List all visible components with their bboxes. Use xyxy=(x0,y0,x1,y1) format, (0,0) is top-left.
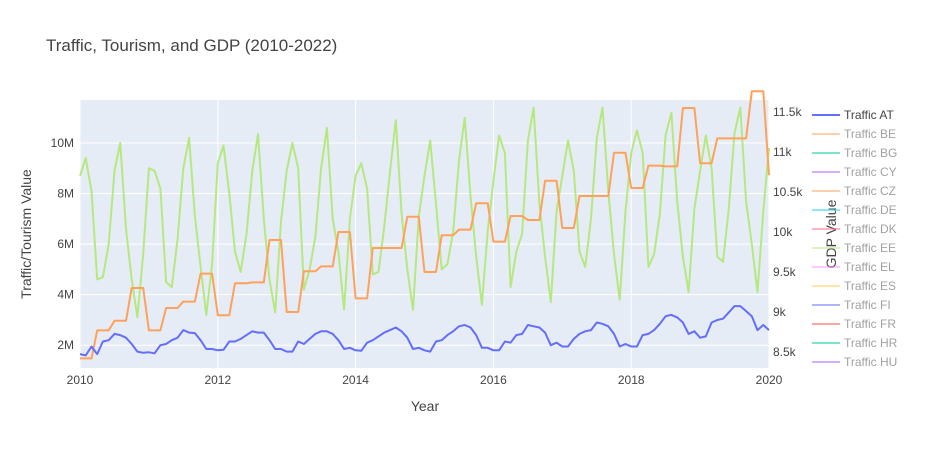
legend-label: Traffic EL xyxy=(844,260,895,274)
legend-label: Traffic DK xyxy=(844,222,897,236)
x-tick-label: 2010 xyxy=(67,373,94,387)
y-right-tick-label: 10k xyxy=(773,225,793,239)
legend-item-traffic-de[interactable]: Traffic DE xyxy=(812,203,897,217)
x-tick-label: 2016 xyxy=(480,373,507,387)
legend-item-traffic-ee[interactable]: Traffic EE xyxy=(812,241,896,255)
y-axis-left-title: Traffic/Tourism Value xyxy=(18,169,34,299)
x-tick-label: 2020 xyxy=(756,373,783,387)
y-left-tick-label: 6M xyxy=(57,237,74,251)
legend-item-traffic-hr[interactable]: Traffic HR xyxy=(812,336,898,350)
y-right-tick-label: 9.5k xyxy=(773,265,797,279)
x-axis-title: Year xyxy=(411,398,440,414)
legend: Traffic AT Traffic BE Traffic BG Traffic CY… xyxy=(812,108,898,369)
legend-item-traffic-fr[interactable]: Traffic FR xyxy=(812,317,896,331)
y-left-tick-label: 8M xyxy=(57,187,74,201)
x-tick-label: 2012 xyxy=(204,373,231,387)
y-right-tick-label: 10.5k xyxy=(773,185,803,199)
legend-label: Traffic BE xyxy=(844,127,896,141)
series-line-traffic-at[interactable] xyxy=(79,305,770,357)
legend-label: Traffic CY xyxy=(844,165,897,179)
plot-area[interactable] xyxy=(80,100,769,368)
legend-label: Traffic BG xyxy=(844,146,897,160)
legend-label: Traffic FR xyxy=(844,317,896,331)
series-layer xyxy=(79,90,770,360)
legend-label: Traffic DE xyxy=(844,203,897,217)
legend-item-traffic-dk[interactable]: Traffic DK xyxy=(812,222,897,236)
chart-title: Traffic, Tourism, and GDP (2010-2022) xyxy=(46,36,337,55)
legend-item-traffic-be[interactable]: Traffic BE xyxy=(812,127,896,141)
x-tick-label: 2018 xyxy=(618,373,645,387)
series-line-traffic-be[interactable] xyxy=(80,90,770,360)
y-left-tick-label: 10M xyxy=(51,136,74,150)
x-tick-label: 2014 xyxy=(342,373,369,387)
legend-item-traffic-cz[interactable]: Traffic CZ xyxy=(812,184,896,198)
legend-item-traffic-at[interactable]: Traffic AT xyxy=(812,108,894,122)
legend-item-traffic-bg[interactable]: Traffic BG xyxy=(812,146,897,160)
legend-label: Traffic ES xyxy=(844,279,896,293)
y-left-tick-label: 2M xyxy=(57,338,74,352)
legend-label: Traffic HU xyxy=(844,355,897,369)
legend-item-traffic-es[interactable]: Traffic ES xyxy=(812,279,896,293)
legend-label: Traffic HR xyxy=(844,336,898,350)
axes: 2010 2012 2014 2016 2018 2020 2M 4M 6M 8M 10M 8.5k 9… xyxy=(51,105,804,387)
legend-item-traffic-fi[interactable]: Traffic FI xyxy=(812,298,891,312)
legend-item-traffic-el[interactable]: Traffic EL xyxy=(812,260,895,274)
series-line-traffic-ee[interactable] xyxy=(79,106,770,319)
legend-label: Traffic AT xyxy=(844,108,894,122)
y-right-tick-label: 9k xyxy=(773,305,787,319)
legend-item-traffic-cy[interactable]: Traffic CY xyxy=(812,165,897,179)
y-right-tick-label: 11.5k xyxy=(773,105,802,119)
y-axis-right-title: GDP Value xyxy=(823,199,839,268)
y-right-tick-label: 8.5k xyxy=(773,345,797,359)
legend-label: Traffic EE xyxy=(844,241,896,255)
legend-item-traffic-hu[interactable]: Traffic HU xyxy=(812,355,897,369)
legend-label: Traffic CZ xyxy=(844,184,896,198)
y-left-tick-label: 4M xyxy=(57,288,74,302)
legend-label: Traffic FI xyxy=(844,298,891,312)
y-right-tick-label: 11k xyxy=(773,145,792,159)
grid xyxy=(79,100,770,368)
